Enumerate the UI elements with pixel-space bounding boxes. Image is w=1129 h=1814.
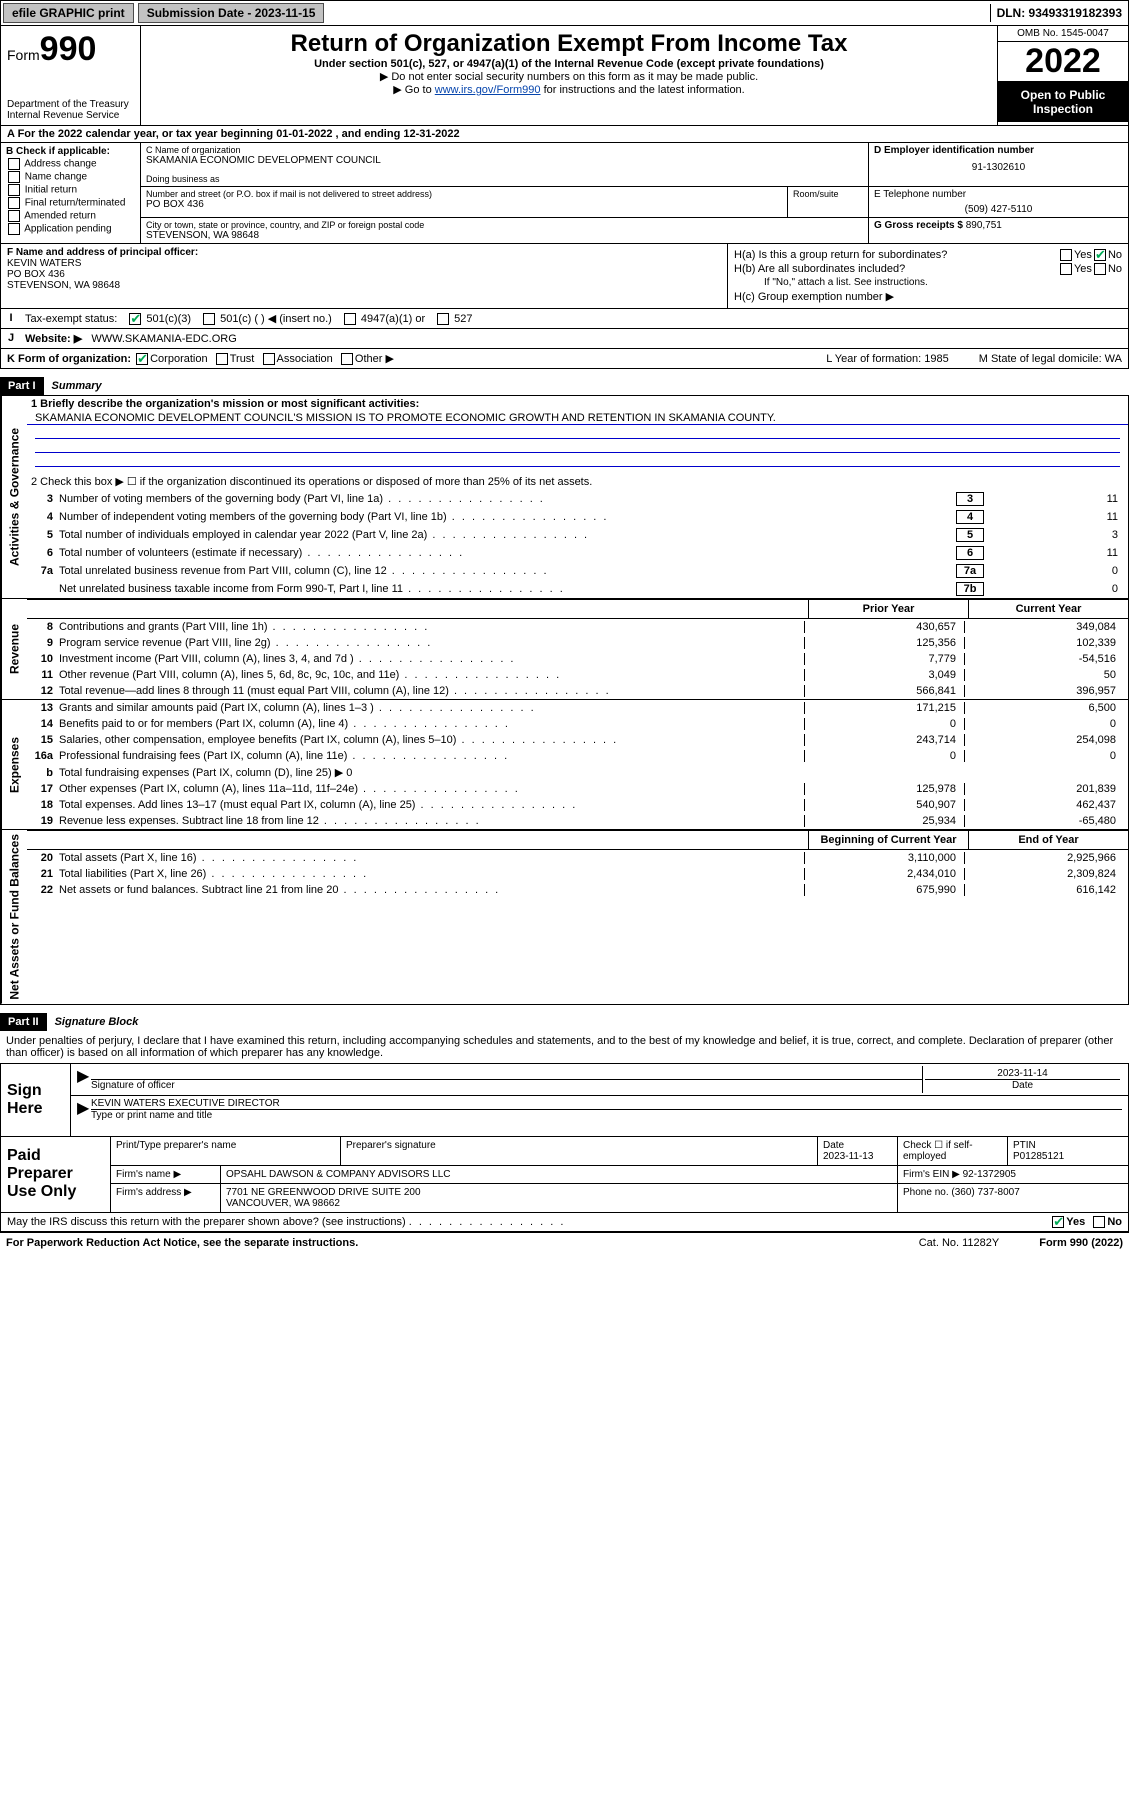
cb-501c3[interactable] [129,313,141,325]
summary-governance: Activities & Governance 1 Briefly descri… [0,395,1129,599]
line-item: 22Net assets or fund balances. Subtract … [27,882,1128,898]
tax-year: 2022 [998,42,1128,82]
line-item: 12Total revenue—add lines 8 through 11 (… [27,683,1128,699]
discuss-yes[interactable] [1052,1216,1064,1228]
line-item: 3Number of voting members of the governi… [27,490,1128,508]
cb-501c[interactable] [203,313,215,325]
cb-amended-return[interactable]: Amended return [6,210,135,222]
line-item: 15Salaries, other compensation, employee… [27,732,1128,748]
col-b-checkboxes: B Check if applicable: Address change Na… [1,143,141,243]
hb-yes[interactable] [1060,263,1072,275]
cb-corp[interactable] [136,353,148,365]
part-1-header: Part ISummary [0,369,1129,395]
street-cell: Number and street (or P.O. box if mail i… [141,187,788,217]
line-item: 4Number of independent voting members of… [27,508,1128,526]
cb-trust[interactable] [216,353,228,365]
row-a-tax-year: A For the 2022 calendar year, or tax yea… [0,126,1129,143]
year-formation: L Year of formation: 1985 [826,353,949,365]
line-item: 18Total expenses. Add lines 13–17 (must … [27,797,1128,813]
efile-print-button[interactable]: efile GRAPHIC print [3,3,134,23]
row-k-form-org: K Form of organization: Corporation Trus… [0,349,1129,369]
omb-number: OMB No. 1545-0047 [998,26,1128,42]
line-item: 11Other revenue (Part VIII, column (A), … [27,667,1128,683]
ha-yes[interactable] [1060,249,1072,261]
cb-address-change[interactable]: Address change [6,158,135,170]
line-item: 8Contributions and grants (Part VIII, li… [27,619,1128,635]
topbar: efile GRAPHIC print Submission Date - 20… [0,0,1129,26]
vtab-revenue: Revenue [1,599,27,699]
org-name-cell: C Name of organization SKAMANIA ECONOMIC… [141,143,868,186]
line-item: 19Revenue less expenses. Subtract line 1… [27,813,1128,829]
open-inspection: Open to Public Inspection [998,82,1128,122]
ha-no[interactable] [1094,249,1106,261]
vtab-governance: Activities & Governance [1,396,27,598]
group-return: H(a) Is this a group return for subordin… [728,244,1128,308]
principal-officer: F Name and address of principal officer:… [1,244,728,308]
page-footer: For Paperwork Reduction Act Notice, see … [0,1232,1129,1253]
room-cell: Room/suite [788,187,868,217]
ein-cell: D Employer identification number 91-1302… [868,143,1128,186]
line-item: 16aProfessional fundraising fees (Part I… [27,748,1128,764]
vtab-expenses: Expenses [1,700,27,829]
subtitle-3: ▶ Go to www.irs.gov/Form990 for instruct… [147,83,991,96]
dept-label: Department of the Treasury Internal Reve… [7,99,134,121]
discuss-no[interactable] [1093,1216,1105,1228]
gross-cell: G Gross receipts $ 890,751 [868,218,1128,243]
signature-block: Sign Here ▶ Signature of officer 2023-11… [0,1063,1129,1137]
part-2-header: Part IISignature Block [0,1005,1129,1031]
line-item: 9Program service revenue (Part VIII, lin… [27,635,1128,651]
row-i-tax-status: I Tax-exempt status: 501(c)(3) 501(c) ( … [0,309,1129,329]
line-item: 21Total liabilities (Part X, line 26)2,4… [27,866,1128,882]
cb-4947[interactable] [344,313,356,325]
cb-application-pending[interactable]: Application pending [6,223,135,235]
mission-text: SKAMANIA ECONOMIC DEVELOPMENT COUNCIL'S … [27,412,1128,425]
line-item: 20Total assets (Part X, line 16)3,110,00… [27,850,1128,866]
section-b-c-d: B Check if applicable: Address change Na… [0,143,1129,244]
form-header: Form990 Department of the Treasury Inter… [0,26,1129,126]
line-item: 5Total number of individuals employed in… [27,526,1128,544]
form-title: Return of Organization Exempt From Incom… [147,30,991,58]
cb-other[interactable] [341,353,353,365]
cb-name-change[interactable]: Name change [6,171,135,183]
paid-preparer-label: Paid Preparer Use Only [1,1137,111,1212]
hb-no[interactable] [1094,263,1106,275]
subtitle-1: Under section 501(c), 527, or 4947(a)(1)… [147,58,991,70]
section-f-h: F Name and address of principal officer:… [0,244,1129,309]
line-item: 14Benefits paid to or for members (Part … [27,716,1128,732]
submission-date-button[interactable]: Submission Date - 2023-11-15 [138,3,325,23]
dln-label: DLN: 93493319182393 [990,4,1128,22]
vtab-net-assets: Net Assets or Fund Balances [1,830,27,1004]
line-item: bTotal fundraising expenses (Part IX, co… [27,764,1128,781]
line-item: Net unrelated business taxable income fr… [27,580,1128,598]
perjury-declaration: Under penalties of perjury, I declare th… [0,1031,1129,1063]
irs-link[interactable]: www.irs.gov/Form990 [435,84,541,96]
discuss-row: May the IRS discuss this return with the… [0,1213,1129,1232]
preparer-block: Paid Preparer Use Only Print/Type prepar… [0,1137,1129,1213]
summary-revenue: Revenue Prior YearCurrent Year 8Contribu… [0,599,1129,700]
summary-expenses: Expenses 13Grants and similar amounts pa… [0,700,1129,830]
cb-assoc[interactable] [263,353,275,365]
cb-527[interactable] [437,313,449,325]
line-item: 7aTotal unrelated business revenue from … [27,562,1128,580]
tel-cell: E Telephone number (509) 427-5110 [868,187,1128,217]
summary-net: Net Assets or Fund Balances Beginning of… [0,830,1129,1005]
arrow-icon: ▶ [77,1066,91,1093]
line-item: 10Investment income (Part VIII, column (… [27,651,1128,667]
line-item: 13Grants and similar amounts paid (Part … [27,700,1128,716]
form-number: Form990 [7,30,134,69]
line-item: 17Other expenses (Part IX, column (A), l… [27,781,1128,797]
cb-initial-return[interactable]: Initial return [6,184,135,196]
cb-final-return[interactable]: Final return/terminated [6,197,135,209]
sign-here-label: Sign Here [1,1064,71,1136]
state-domicile: M State of legal domicile: WA [979,353,1122,365]
city-cell: City or town, state or province, country… [141,218,868,243]
arrow-icon: ▶ [77,1098,91,1121]
row-j-website: J Website: ▶ WWW.SKAMANIA-EDC.ORG [0,329,1129,349]
subtitle-2: ▶ Do not enter social security numbers o… [147,70,991,83]
line-item: 6Total number of volunteers (estimate if… [27,544,1128,562]
